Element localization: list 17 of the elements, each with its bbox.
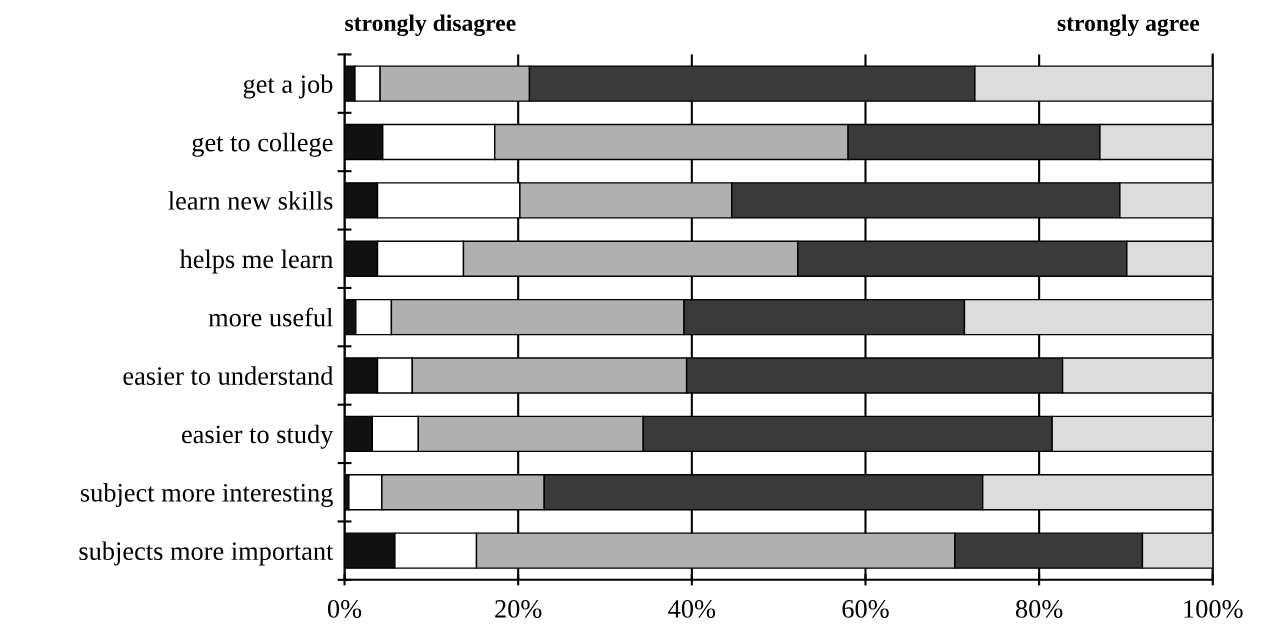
y-tick-label: more useful [208,307,333,327]
x-tick-label: 100% [1184,600,1243,618]
y-tick-label: get to college [192,132,333,157]
y-tick-label: easier to study [182,424,334,449]
text: strongly agree [1057,14,1200,37]
y-tick-label: subjects more important [79,541,334,566]
y-tick-label: get a job [243,74,333,99]
x-tick-label: 20% [495,600,542,618]
y-tick-label: learn new skills [168,191,333,210]
x-tick-label: 0% [327,600,362,618]
y-tick-label: helps me learn [179,249,334,274]
y-tick-label: easier to understand [123,366,334,385]
y-tick-label: subject more interesting [80,483,333,508]
x-tick-label: 40% [668,600,716,618]
x-tick-label: 80% [1015,600,1063,618]
text: strongly disagree [345,14,516,37]
x-tick-label: 60% [842,600,889,618]
